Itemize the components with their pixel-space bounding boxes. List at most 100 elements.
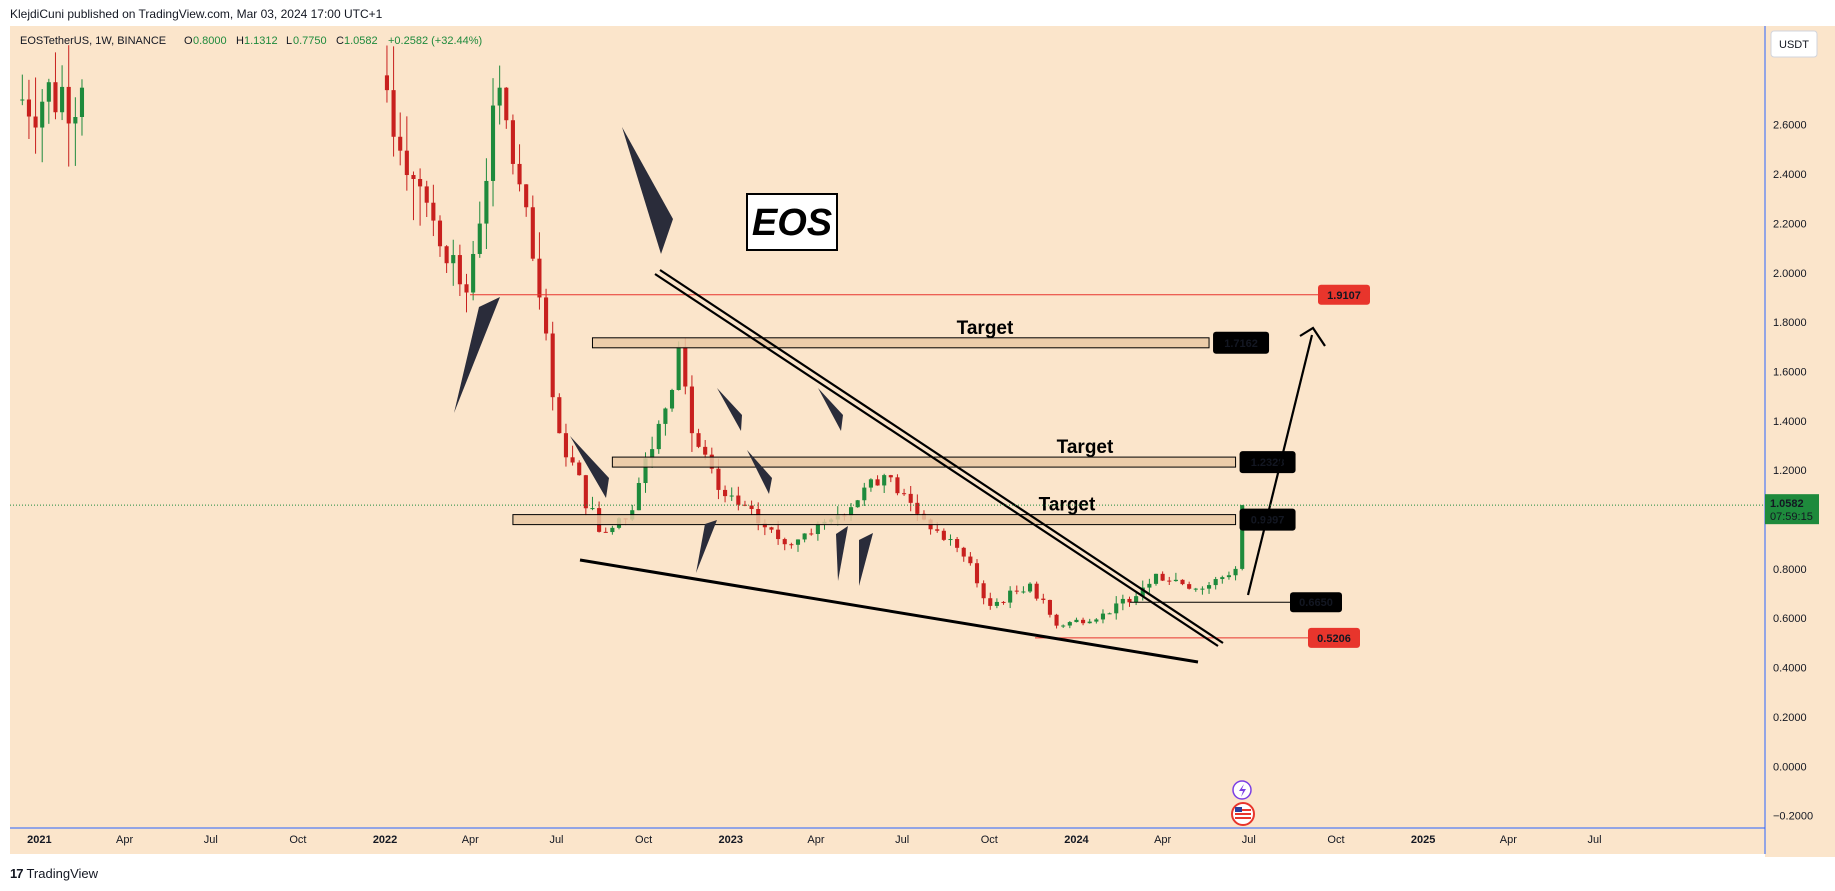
- arrow-marker-down-4[interactable]: [818, 388, 843, 431]
- last-price-tag[interactable]: [1765, 494, 1819, 525]
- candle-body: [73, 117, 78, 124]
- currency-button-label[interactable]: USDT: [1779, 39, 1809, 51]
- candle-body: [583, 475, 588, 509]
- candle-body: [703, 446, 708, 455]
- time-axis[interactable]: 2021 Apr Jul Oct 2022 Apr Jul Oct 2023 Apr Jul Oct 2…: [27, 834, 1601, 846]
- upper-trendline[interactable]: [654, 273, 1219, 647]
- candle-body: [1047, 599, 1052, 615]
- candle-body: [1127, 598, 1132, 603]
- time-tick-label: 2025: [1411, 834, 1435, 846]
- candle-body: [497, 87, 502, 106]
- candle-body: [636, 483, 641, 511]
- chart-canvas[interactable]: 1.9107 0.6650 0.5206 Target 1.7162 Target 1.2…: [0, 26, 1835, 857]
- target-price-tag[interactable]: [1213, 331, 1270, 354]
- candle-body: [391, 90, 396, 137]
- candle-body: [524, 184, 529, 208]
- arrow-marker-down-2[interactable]: [717, 388, 742, 431]
- candle-body: [968, 556, 973, 564]
- currency-button[interactable]: USDT: [1770, 30, 1818, 58]
- candle-body: [603, 531, 608, 533]
- last-price-countdown: 07:59:15: [1770, 511, 1813, 523]
- projection-line[interactable]: [1246, 334, 1314, 596]
- candle-body: [1067, 622, 1072, 626]
- falling-wedge-drawing[interactable]: [579, 269, 1224, 664]
- candle-body: [762, 523, 767, 528]
- candle-body: [418, 178, 423, 187]
- target-zone[interactable]: [591, 337, 1210, 349]
- currency-button-frame[interactable]: [1770, 30, 1818, 58]
- arrow-marker-up-3[interactable]: [859, 533, 873, 586]
- candle-body: [1167, 580, 1172, 582]
- candle-body: [650, 449, 655, 459]
- plot-area[interactable]: [10, 26, 1765, 854]
- candle-body: [490, 105, 496, 181]
- price-tick-label: 1.4000: [1773, 416, 1807, 428]
- line-price-tag[interactable]: [1318, 284, 1370, 305]
- candle-body: [1173, 579, 1178, 582]
- candle-body: [1027, 583, 1033, 592]
- candle-body: [855, 500, 860, 508]
- candle-body: [1054, 614, 1059, 626]
- candle-body: [776, 529, 781, 540]
- candle-body: [563, 433, 569, 458]
- publish-header: KlejdiCuni published on TradingView.com,…: [0, 0, 1835, 26]
- candle-body: [689, 386, 694, 434]
- candle-body: [656, 423, 661, 450]
- candle-body: [477, 223, 482, 254]
- arrow-marker-up-1[interactable]: [696, 520, 717, 573]
- tradingview-brand: TradingView: [26, 866, 99, 881]
- time-tick-label: 2023: [719, 834, 743, 846]
- candle-body: [789, 544, 794, 546]
- target-zone[interactable]: [611, 456, 1237, 468]
- candle-body: [33, 116, 38, 128]
- arrow-marker-down-3[interactable]: [747, 450, 772, 494]
- candle-body: [848, 507, 854, 516]
- candle-body: [1074, 619, 1079, 623]
- price-tick-label: 0.0000: [1773, 761, 1807, 773]
- ohlc-legend: EOSTetherUS, 1W, BINANCE O 0.8000 H 1.13…: [20, 35, 482, 47]
- line-price-tag[interactable]: [1308, 627, 1360, 648]
- arrow-marker-up-large[interactable]: [454, 297, 500, 413]
- candle-body: [742, 504, 748, 506]
- candle-body: [1134, 596, 1139, 603]
- candle-body: [557, 397, 562, 434]
- arrow-marker-down-1[interactable]: [570, 436, 609, 498]
- candle-body: [577, 462, 582, 476]
- arrow-marker-up-2[interactable]: [836, 526, 848, 581]
- projection-arrow-drawing[interactable]: [1246, 326, 1326, 596]
- tradingview-logo[interactable]: 17 TradingView: [10, 866, 98, 881]
- target-price-tag-label: 1.2328: [1251, 457, 1285, 469]
- time-tick-label: Oct: [1327, 834, 1344, 846]
- legend-close-label: C: [336, 35, 344, 47]
- target-zone[interactable]: [512, 514, 1237, 526]
- candle-body: [941, 530, 946, 540]
- price-tick-label: 0.2000: [1773, 712, 1807, 724]
- arrow-marker-down-large[interactable]: [622, 127, 673, 254]
- price-axis[interactable]: −0.2000 0.0000 0.2000 0.4000 0.6000 0.8000 1.0…: [1773, 120, 1813, 823]
- upper-trendline-double[interactable]: [659, 269, 1224, 644]
- candle-body: [1206, 585, 1212, 589]
- time-tick-label: 2022: [373, 834, 397, 846]
- candle-body: [862, 487, 867, 501]
- time-tick-label: 2024: [1064, 834, 1089, 846]
- eos-title-frame: [746, 193, 838, 251]
- price-tick-label: 2.0000: [1773, 268, 1807, 280]
- candle-body: [1226, 575, 1231, 578]
- candle-body: [961, 547, 966, 557]
- line-price-tag[interactable]: [1290, 592, 1342, 613]
- time-tick-label: 2021: [27, 834, 51, 846]
- eos-title-box[interactable]: EOS: [746, 193, 838, 251]
- arrow-markers: [454, 127, 873, 586]
- projection-arrow-head[interactable]: [1299, 326, 1326, 347]
- time-tick-label: Oct: [635, 834, 652, 846]
- time-tick-label: Jul: [1242, 834, 1256, 846]
- candle-body: [948, 539, 953, 541]
- candle-body: [411, 175, 416, 179]
- candle-body: [1120, 598, 1125, 604]
- candle-body: [1001, 601, 1006, 603]
- candle-body: [471, 253, 476, 293]
- lower-trendline[interactable]: [579, 558, 1199, 664]
- candle-body: [1240, 505, 1245, 569]
- candle-body: [451, 255, 456, 264]
